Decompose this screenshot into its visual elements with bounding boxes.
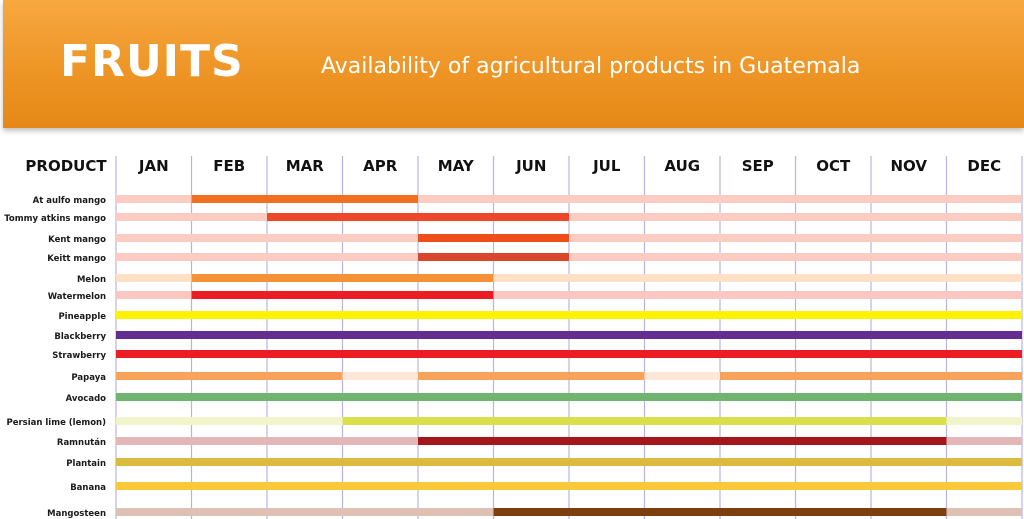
month-label: AUG — [664, 157, 700, 175]
month-label: JUL — [592, 157, 621, 175]
product-label: Banana — [70, 483, 106, 493]
product-label: Avocado — [66, 394, 107, 404]
availability-bar — [116, 372, 343, 380]
availability-bar — [116, 458, 1022, 466]
row-bars — [116, 195, 1022, 516]
product-label: Plantain — [66, 459, 106, 469]
availability-background — [116, 195, 1022, 203]
month-label: JAN — [138, 157, 169, 175]
product-label: Keitt mango — [47, 254, 106, 264]
page-subtitle: Availability of agricultural products in… — [321, 54, 861, 79]
availability-background — [116, 274, 1022, 282]
product-label: Melon — [77, 275, 106, 285]
availability-bar — [191, 274, 494, 282]
availability-bar — [116, 393, 1022, 401]
availability-bar — [116, 311, 1022, 319]
availability-bar — [493, 508, 947, 516]
availability-bar — [191, 291, 494, 299]
month-label: NOV — [890, 157, 927, 175]
month-label: JUN — [515, 157, 546, 175]
availability-bar — [267, 213, 569, 221]
product-label: Blackberry — [54, 332, 106, 342]
month-label: SEP — [742, 157, 774, 175]
month-label: MAY — [438, 157, 475, 175]
product-label: Strawberry — [52, 351, 106, 361]
product-label: At aulfo mango — [33, 196, 107, 206]
availability-background — [116, 291, 1022, 299]
availability-bar — [116, 350, 1022, 358]
availability-bar — [418, 253, 569, 261]
product-label: Ramnután — [57, 438, 106, 448]
availability-bar — [418, 234, 569, 242]
availability-chart: PRODUCT JAN FEB MAR APR MAY JUN JUL AUG SEP OCT NO… — [4, 156, 1023, 519]
product-column-header: PRODUCT — [25, 157, 107, 175]
availability-bar — [191, 195, 418, 203]
header-banner: FRUITS Availability of agricultural prod… — [3, 0, 1024, 128]
labels: PRODUCT JAN FEB MAR APR MAY JUN JUL AUG SEP OCT NO… — [4, 157, 1001, 519]
product-label: Mangosteen — [47, 509, 106, 519]
page-title: FRUITS — [60, 36, 244, 87]
month-label: FEB — [213, 157, 245, 175]
product-label: Tommy atkins mango — [4, 214, 106, 224]
availability-bar — [116, 482, 1022, 490]
product-label: Papaya — [71, 373, 106, 383]
month-label: DEC — [967, 157, 1001, 175]
product-label: Watermelon — [48, 292, 106, 302]
product-label: Persian lime (lemon) — [6, 418, 106, 428]
availability-bar — [418, 437, 947, 445]
product-label: Kent mango — [48, 235, 106, 245]
availability-bar — [418, 372, 645, 380]
month-label: MAR — [286, 157, 325, 175]
availability-bar — [342, 417, 947, 425]
product-label: Pineapple — [58, 312, 106, 322]
month-label: OCT — [816, 157, 851, 175]
availability-bar — [116, 331, 1022, 339]
month-label: APR — [363, 157, 398, 175]
availability-bar — [720, 372, 1022, 380]
